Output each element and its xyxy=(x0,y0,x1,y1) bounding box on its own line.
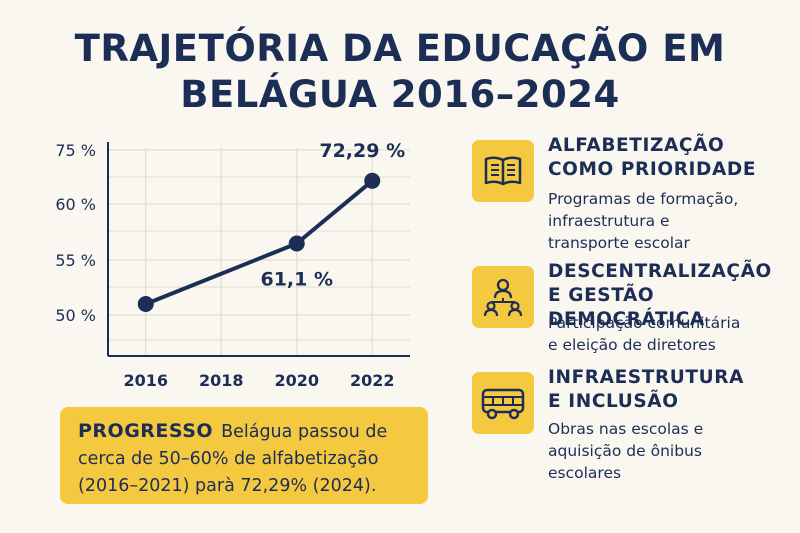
data-label: 72,29 % xyxy=(319,140,405,162)
feature-title: ALFABETIZAÇÃO COMO PRIORIDADE xyxy=(548,135,757,180)
x-tick-label: 2020 xyxy=(274,371,319,390)
progress-text-3: (2016–2021) parà 72,29% (2024). xyxy=(78,476,377,496)
progress-callout: PROGRESSO Belágua passou de cerca de 50–6… xyxy=(60,407,428,504)
x-tick-label: 2018 xyxy=(199,371,244,390)
data-label: 61,1 % xyxy=(260,269,333,291)
progress-label: PROGRESSO xyxy=(78,420,214,442)
y-tick-label: 60 % xyxy=(55,195,96,214)
y-tick-label: 50 % xyxy=(55,306,96,325)
line-chart: 75 % 60 % 55 % 50 % 2016 2018 2020 2022 61,1 % 72… xyxy=(55,140,410,390)
feature-description: Programas de formação, infraestrutura e … xyxy=(548,190,739,252)
people-network-icon xyxy=(472,266,534,328)
y-tick-label: 75 % xyxy=(55,141,96,160)
open-book-icon xyxy=(472,140,534,202)
page-title: TRAJETÓRIA DA EDUCAÇÃO EM BELÁGUA 2016–2… xyxy=(0,26,800,118)
feature-title: INFRAESTRUTURA E INCLUSÃO xyxy=(548,367,745,412)
x-tick-label: 2022 xyxy=(350,371,395,390)
x-tick-label: 2016 xyxy=(123,371,168,390)
feature-description: Participação comunitária e eleição de di… xyxy=(548,314,741,354)
title-line-2: BELÁGUA 2016–2024 xyxy=(180,73,620,116)
series-line xyxy=(143,178,375,306)
progress-text-1: Belágua passou de xyxy=(221,422,388,442)
data-point xyxy=(137,296,154,312)
feature-title: DESCENTRALIZAÇÃO E GESTÃO DEMOCRÁTICA xyxy=(548,261,772,330)
bus-icon xyxy=(472,372,534,434)
feature-description: Obras nas escolas e aquisição de ônibus … xyxy=(548,420,704,482)
title-line-1: TRAJETÓRIA DA EDUCAÇÃO EM xyxy=(74,27,726,70)
progress-text-2: cerca de 50–60% de alfabetização xyxy=(78,449,379,469)
y-tick-label: 55 % xyxy=(55,251,96,270)
data-point xyxy=(288,235,305,252)
data-point xyxy=(364,172,381,189)
